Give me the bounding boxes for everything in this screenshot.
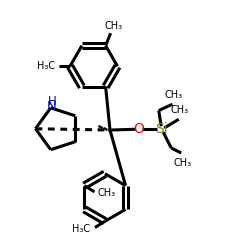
Text: CH₃: CH₃ (171, 105, 189, 115)
Text: CH₃: CH₃ (165, 90, 183, 100)
Text: CH₃: CH₃ (104, 21, 122, 31)
Text: H: H (48, 95, 56, 108)
Text: CH₃: CH₃ (174, 158, 192, 168)
Text: N: N (47, 100, 57, 113)
Text: H₃C: H₃C (37, 61, 55, 71)
Text: CH₃: CH₃ (98, 188, 116, 198)
Text: Si: Si (155, 122, 168, 136)
Text: H₃C: H₃C (72, 224, 90, 234)
Text: O: O (133, 122, 144, 136)
